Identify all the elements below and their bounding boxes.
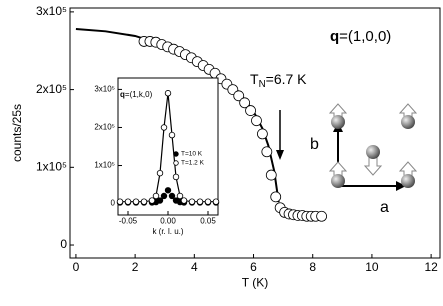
data-point [270,191,282,203]
data-point [261,146,273,158]
annotation: b [310,136,319,153]
y-tick-label: 0 [60,237,67,251]
data-point [245,105,256,116]
data-point [156,169,164,177]
data-point [156,197,164,204]
data-point [316,210,328,222]
x-tick-label: 6 [250,260,257,274]
x-axis-label: k (r. l. u.) [152,227,183,236]
annotation-tail: =6.7 K [266,71,308,87]
annotation-tail: =(1,k,0) [125,90,153,99]
data-point [172,173,180,181]
x-tick-label: -0.05 [119,217,138,226]
annotation-main: q [330,28,339,45]
tn-arrow [276,110,284,160]
y-tick-label: 3x10⁵ [94,85,115,94]
y-axis-label: counts/25s [10,104,24,162]
y-tick-label: 0 [111,199,116,208]
x-tick-label: 10 [365,260,379,274]
data-point [160,192,168,200]
legend-label: T=1.2 K [181,160,205,167]
x-tick-label: 12 [424,260,438,274]
annotation-main: q [120,90,125,99]
spin-diagram [328,103,418,191]
x-tick-label: 4 [191,260,198,274]
y-tick-label: 1x10⁵ [36,159,67,173]
data-point [265,169,277,181]
data-point [233,90,245,102]
legend-label: T=10 K [181,151,203,158]
data-point [168,192,176,200]
data-point [168,131,176,139]
x-axis-label: T (K) [242,275,268,289]
legend-marker [173,151,179,157]
data-point [239,97,251,109]
annotation: q=(1,k,0) [120,90,153,99]
x-tick-label: 2 [132,260,139,274]
y-tick-label: 2x10⁵ [36,82,67,96]
legend-marker [173,160,179,166]
data-point [164,187,172,194]
data-point [251,115,262,127]
data-point [140,198,148,205]
data-point [188,198,196,205]
data-point [176,192,184,200]
y-tick-label: 3x10⁵ [36,4,67,18]
data-point [180,197,188,204]
annotation-tail: =(1,0,0) [339,28,391,45]
x-tick-label: 8 [309,260,316,274]
data-point [204,198,212,205]
data-point [196,198,204,205]
x-tick-label: 0.00 [160,217,176,226]
data-point [148,197,156,204]
annotation: a [380,199,389,216]
data-point [160,124,168,131]
x-tick-label: 0 [73,260,80,274]
y-tick-label: 1x10⁵ [94,161,115,170]
annotation-main: a [380,199,389,216]
x-tick-label: 0.05 [200,217,216,226]
data-point [256,128,268,140]
data-point [212,198,220,205]
data-point [124,198,132,205]
y-tick-label: 2x10⁵ [94,123,115,132]
data-point [152,192,160,200]
annotation-main: b [310,136,319,153]
annotation-sub: N [259,79,266,90]
data-point [132,198,140,205]
annotation-main: T [250,71,259,87]
annotation: TN=6.7 K [250,71,307,90]
data-point [116,198,124,205]
data-point [164,90,172,97]
annotation: q=(1,0,0) [330,28,391,45]
